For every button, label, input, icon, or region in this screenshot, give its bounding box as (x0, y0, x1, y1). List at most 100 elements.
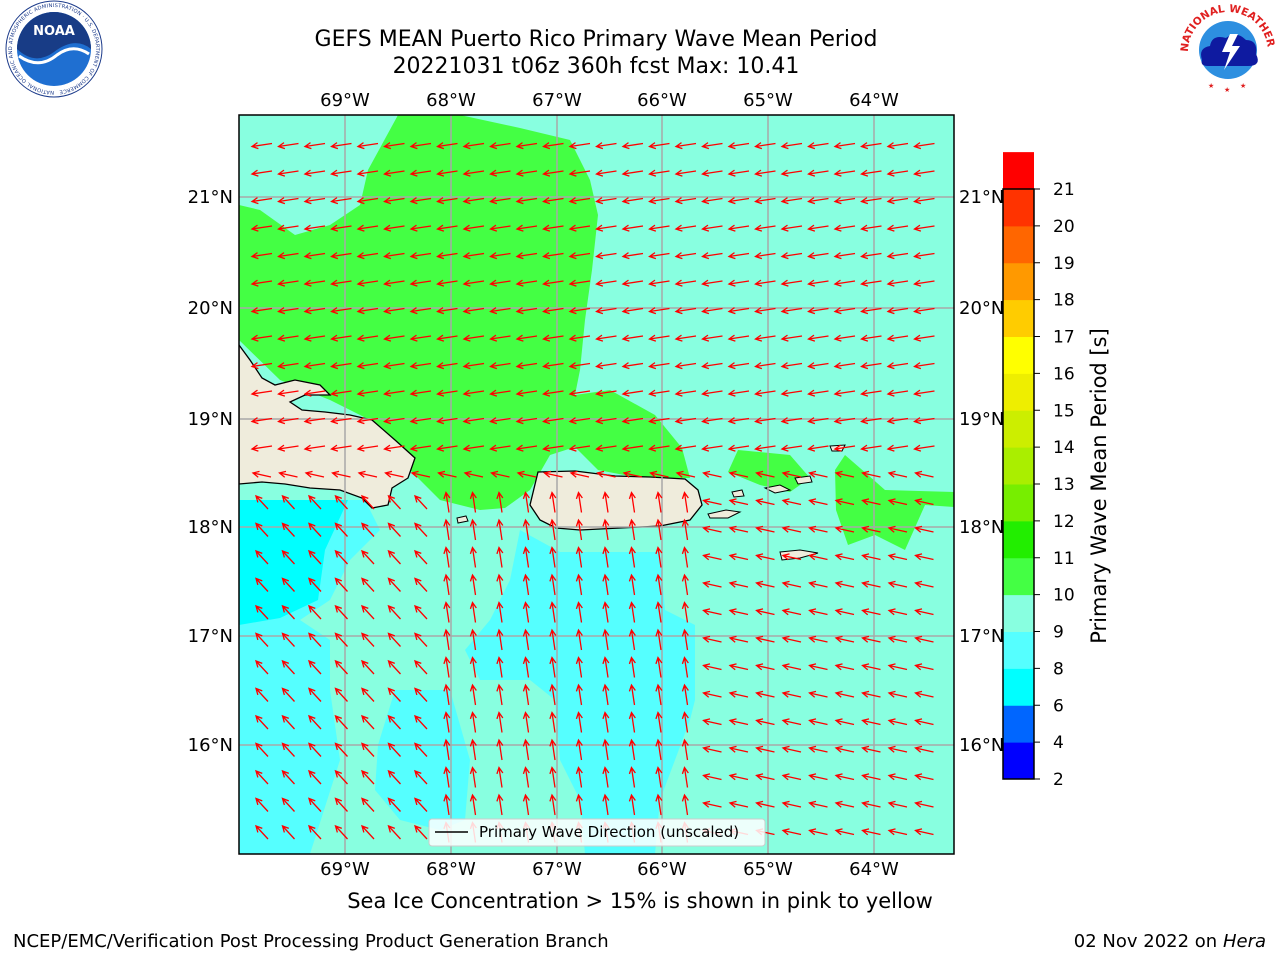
wave-arrow (807, 389, 829, 397)
wave-arrow (780, 224, 803, 232)
wave-arrow (595, 252, 617, 260)
wave-arrow (808, 470, 828, 478)
wave-arrow (860, 224, 882, 232)
wave-arrow (887, 745, 908, 753)
wave-arrow (727, 142, 750, 150)
wave-arrow (489, 169, 511, 177)
wave-arrow (808, 718, 828, 726)
wave-arrow (303, 252, 326, 260)
wave-arrow (330, 224, 352, 232)
wave-arrow (808, 525, 828, 533)
wave-arrow (436, 334, 458, 342)
wave-arrow (860, 279, 882, 287)
wave-arrow (361, 604, 375, 620)
wave-arrow (303, 197, 326, 205)
wave-arrow (277, 444, 299, 452)
wave-arrow (469, 656, 477, 678)
wave-arrow (727, 307, 750, 315)
wave-arrow (409, 279, 432, 287)
wave-arrow (516, 470, 537, 478)
wave-arrow (469, 766, 477, 788)
land-virgin-islands (763, 484, 792, 494)
wave-arrow (602, 573, 610, 596)
wave-arrow (308, 604, 322, 620)
wave-arrow (255, 687, 269, 702)
wave-arrow (674, 444, 697, 452)
wave-arrow (621, 252, 644, 260)
wave-arrow (334, 604, 348, 620)
colorbar-tick-label: 13 (1053, 475, 1075, 495)
wave-arrow (887, 800, 908, 808)
wave-arrow (755, 690, 775, 698)
lon-tick-top: 69°W (320, 90, 370, 111)
wave-arrow (281, 577, 295, 592)
wave-arrow (568, 334, 591, 342)
lon-tick-top: 64°W (849, 90, 899, 111)
colorbar-tick-label: 16 (1053, 364, 1075, 384)
wave-arrow (549, 573, 557, 596)
wave-arrow (914, 828, 934, 836)
wave-arrow (542, 197, 564, 205)
colorbar-tick-label: 20 (1053, 217, 1075, 237)
wave-arrow (334, 522, 348, 537)
colorbar-segment (1003, 336, 1034, 374)
wave-arrow (648, 362, 670, 370)
wave-arrow (387, 604, 401, 620)
lat-tick-left: 18°N (188, 517, 233, 538)
wave-arrow (308, 797, 322, 812)
wave-arrow (255, 522, 269, 537)
wave-arrow (913, 197, 935, 205)
lon-tick-bottom: 65°W (743, 859, 793, 880)
wave-arrow (655, 766, 663, 788)
wave-arrow (463, 470, 484, 478)
colorbar-tick-label: 14 (1053, 438, 1075, 458)
wave-arrow (681, 546, 689, 568)
wave-arrow (701, 142, 723, 150)
wave-arrow (755, 663, 775, 671)
wave-arrow (655, 628, 663, 651)
wave-arrow (387, 769, 401, 785)
wave-arrow (702, 470, 722, 478)
wave-arrow (542, 307, 564, 315)
wave-arrow (436, 444, 458, 452)
wave-arrow (255, 604, 269, 620)
wave-arrow (807, 307, 829, 315)
wave-arrow (754, 334, 776, 342)
wave-arrow (860, 444, 882, 452)
wave-arrow (648, 142, 670, 150)
wave-arrow (568, 444, 591, 452)
wave-arrow (443, 573, 451, 596)
wave-arrow (755, 498, 775, 506)
wave-arrow (489, 417, 511, 425)
wave-arrow (833, 197, 856, 205)
wave-arrow (781, 800, 802, 808)
wave-arrow (489, 307, 511, 315)
colorbar-segment (1003, 152, 1034, 190)
wave-arrow (568, 279, 591, 287)
wave-arrow (469, 518, 477, 541)
wave-arrow (834, 635, 855, 643)
credit-right: 02 Nov 2022 on Hera (1074, 931, 1266, 952)
wave-arrow (303, 169, 326, 177)
wave-arrow (681, 628, 689, 651)
wave-arrow (602, 518, 610, 541)
wave-arrow (515, 307, 538, 315)
land-hispaniola (239, 343, 416, 509)
wave-arrow (595, 362, 617, 370)
wave-arrow (887, 773, 908, 781)
wave-arrow (780, 197, 803, 205)
wave-arrow (914, 525, 934, 533)
wave-arrow (334, 577, 348, 592)
wave-arrow (834, 690, 855, 698)
wave-arrow (277, 334, 299, 342)
svg-text:★: ★ (1208, 82, 1214, 90)
wave-arrow (522, 518, 530, 541)
wave-arrow (255, 659, 269, 675)
wave-arrow (303, 389, 326, 397)
wave-arrow (655, 546, 663, 568)
caption: Sea Ice Concentration > 15% is shown in … (347, 889, 933, 913)
wave-arrow (681, 518, 689, 541)
lon-tick-top: 67°W (532, 90, 582, 111)
wave-arrow (681, 766, 689, 788)
wave-arrow (549, 491, 557, 513)
